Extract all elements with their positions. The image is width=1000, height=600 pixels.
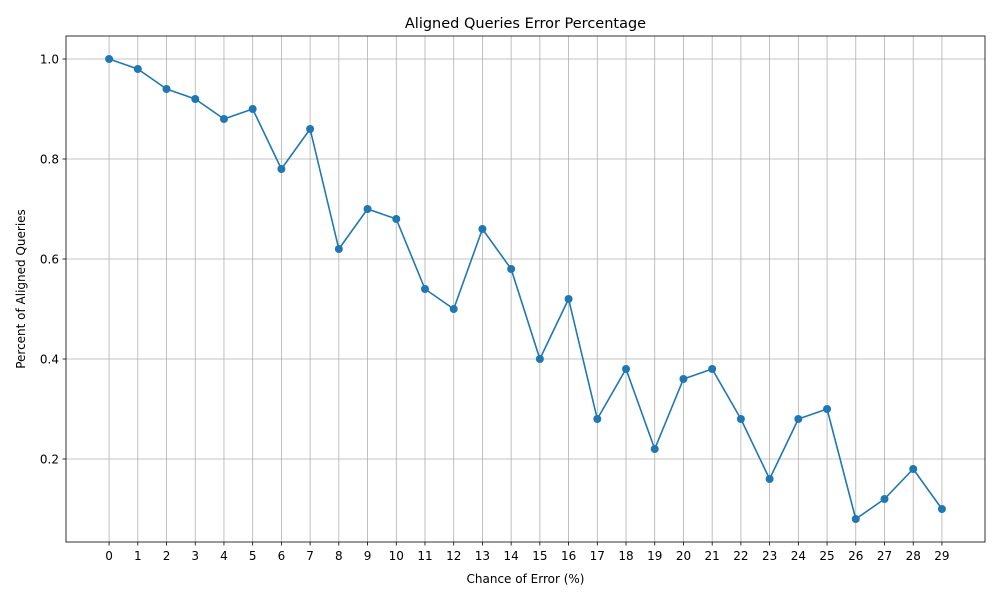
x-tick-label: 2 bbox=[163, 549, 171, 563]
data-point bbox=[880, 495, 889, 503]
data-point bbox=[507, 265, 516, 273]
x-tick-label: 18 bbox=[618, 549, 633, 563]
data-point bbox=[306, 125, 315, 133]
x-tick-label: 11 bbox=[417, 549, 432, 563]
data-point bbox=[133, 65, 142, 73]
plot-area-frame bbox=[65, 35, 986, 543]
x-tick-label: 25 bbox=[819, 549, 834, 563]
x-tick-label: 3 bbox=[191, 549, 199, 563]
data-point bbox=[105, 55, 114, 63]
x-tick-label: 0 bbox=[105, 549, 113, 563]
data-point bbox=[535, 355, 544, 363]
x-tick-label: 21 bbox=[705, 549, 720, 563]
x-tick-label: 15 bbox=[532, 549, 547, 563]
y-tick-label: 1.0 bbox=[40, 53, 59, 67]
x-tick-label: 9 bbox=[364, 549, 372, 563]
data-point bbox=[162, 85, 171, 93]
data-point bbox=[449, 305, 458, 313]
y-tick-label: 0.4 bbox=[40, 353, 59, 367]
data-point bbox=[937, 505, 946, 513]
x-tick-label: 7 bbox=[306, 549, 314, 563]
series-line bbox=[108, 58, 943, 520]
data-point bbox=[650, 445, 659, 453]
data-point bbox=[679, 375, 688, 383]
data-point bbox=[765, 475, 774, 483]
y-tick-label: 0.6 bbox=[40, 253, 59, 267]
data-point bbox=[708, 365, 717, 373]
y-tick-label: 0.2 bbox=[40, 453, 59, 467]
data-point bbox=[736, 415, 745, 423]
data-point bbox=[219, 115, 228, 123]
x-tick-label: 27 bbox=[877, 549, 892, 563]
data-point bbox=[794, 415, 803, 423]
data-point bbox=[823, 405, 832, 413]
x-tick-label: 23 bbox=[762, 549, 777, 563]
x-tick-label: 10 bbox=[389, 549, 404, 563]
data-point bbox=[420, 285, 429, 293]
x-tick-label: 29 bbox=[934, 549, 949, 563]
y-axis-label: Percent of Aligned Queries bbox=[14, 209, 28, 369]
x-tick-label: 16 bbox=[561, 549, 576, 563]
x-tick-label: 14 bbox=[504, 549, 519, 563]
data-point bbox=[909, 465, 918, 473]
x-tick-label: 1 bbox=[134, 549, 142, 563]
x-tick-label: 28 bbox=[906, 549, 921, 563]
x-tick-label: 17 bbox=[590, 549, 605, 563]
data-point bbox=[622, 365, 631, 373]
x-axis-label: Chance of Error (%) bbox=[467, 572, 585, 586]
data-point bbox=[363, 205, 372, 213]
x-tick-label: 26 bbox=[848, 549, 863, 563]
x-tick-label: 5 bbox=[249, 549, 257, 563]
data-point bbox=[851, 515, 860, 523]
series-layer bbox=[105, 55, 946, 523]
x-tick-label: 24 bbox=[791, 549, 806, 563]
data-point bbox=[248, 105, 257, 113]
x-tick-label: 8 bbox=[335, 549, 343, 563]
axis-ticks: 0 1 2 3 4 5 6 7 8 9 10 11 12 13 14 15 16 17 18 19 20 21 22 23 24… bbox=[40, 53, 950, 564]
data-point bbox=[593, 415, 602, 423]
x-tick-label: 4 bbox=[220, 549, 228, 563]
data-point bbox=[478, 225, 487, 233]
x-tick-label: 6 bbox=[278, 549, 286, 563]
data-point bbox=[191, 95, 200, 103]
data-point bbox=[564, 295, 573, 303]
grid-lines bbox=[66, 36, 985, 542]
x-tick-label: 19 bbox=[647, 549, 662, 563]
x-tick-label: 13 bbox=[475, 549, 490, 563]
x-tick-label: 22 bbox=[733, 549, 748, 563]
y-tick-label: 0.8 bbox=[40, 153, 59, 167]
x-tick-label: 20 bbox=[676, 549, 691, 563]
x-tick-label: 12 bbox=[446, 549, 461, 563]
chart-title: Aligned Queries Error Percentage bbox=[405, 16, 646, 32]
data-point bbox=[334, 245, 343, 253]
data-point bbox=[392, 215, 401, 223]
data-point bbox=[277, 165, 286, 173]
